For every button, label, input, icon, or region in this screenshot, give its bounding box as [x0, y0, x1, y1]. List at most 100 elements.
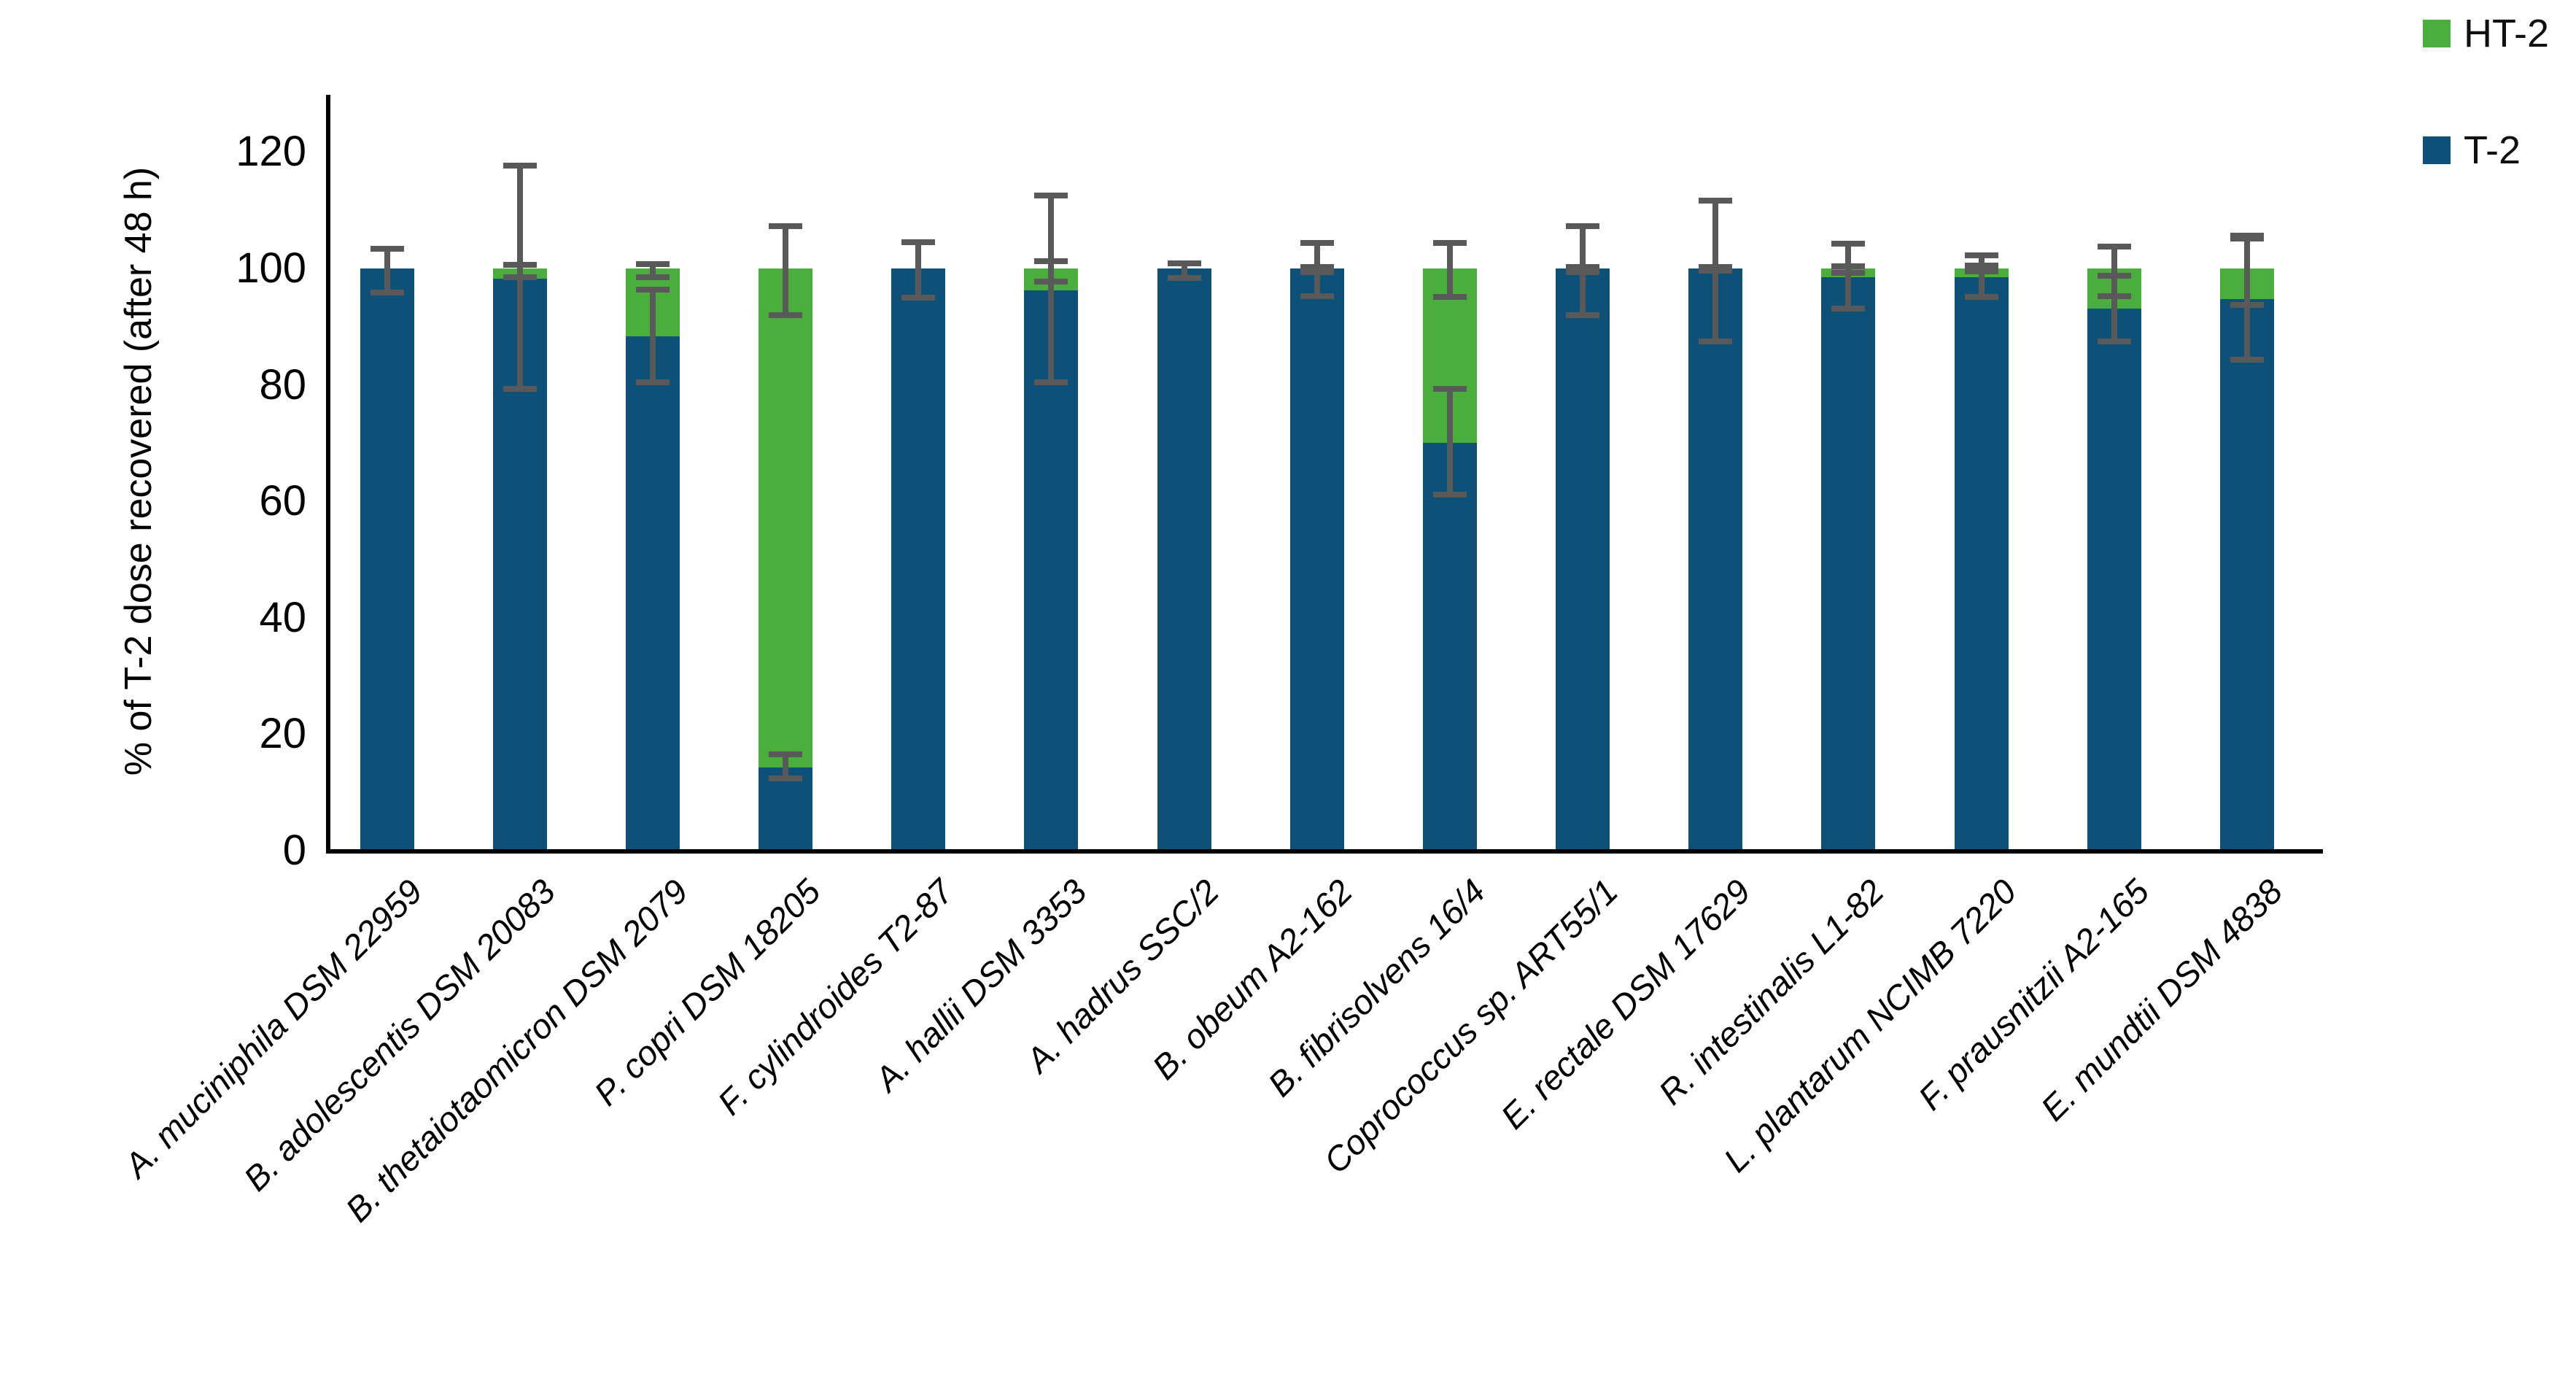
- legend-swatch-t2: [2423, 136, 2451, 164]
- error-bar-t2-cap: [769, 751, 802, 757]
- error-bar-t2-cap: [503, 386, 537, 392]
- error-bar-ht2-line: [2111, 247, 2117, 296]
- y-axis-line: [326, 95, 330, 854]
- legend-swatch-ht2: [2423, 20, 2451, 47]
- error-bar-ht2-cap: [503, 274, 537, 280]
- error-bar-t2-cap: [1699, 338, 1733, 344]
- error-bar-ht2-cap: [1432, 239, 1467, 246]
- error-bar-t2-line: [384, 248, 390, 293]
- bar-t2-segment: [1422, 443, 1477, 849]
- bar-t2-segment: [1954, 276, 2009, 849]
- y-axis-tick-label: 120: [236, 128, 306, 176]
- error-bar-ht2-cap: [1699, 263, 1733, 270]
- y-axis-tick-label: 20: [259, 710, 306, 758]
- error-bar-t2-cap: [1831, 241, 1866, 247]
- error-bar-t2-line: [783, 754, 788, 779]
- error-bar-t2-line: [1048, 196, 1055, 382]
- error-bar-ht2-line: [1048, 260, 1055, 282]
- bar-t2-segment: [891, 268, 946, 849]
- x-axis-category-label: P. copri DSM 18205: [586, 871, 829, 1113]
- error-bar-ht2-cap: [769, 312, 802, 318]
- x-axis-category-label: R. intestinalis L1-82: [1650, 871, 1891, 1113]
- y-axis-tick-label: 0: [282, 827, 306, 874]
- error-bar-t2-cap: [1699, 198, 1733, 204]
- x-axis-category-label: E. mundtii DSM 4838: [2033, 871, 2290, 1129]
- error-bar-t2-cap: [635, 286, 670, 293]
- error-bar-t2-cap: [1167, 260, 1201, 266]
- error-bar-t2-cap: [901, 239, 936, 246]
- y-axis-tick-label: 60: [259, 477, 306, 525]
- error-bar-ht2-cap: [1300, 268, 1334, 275]
- error-bar-ht2-cap: [635, 274, 670, 280]
- error-bar-t2-cap: [635, 379, 670, 385]
- error-bar-ht2-cap: [1566, 264, 1600, 271]
- error-bar-ht2-cap: [2230, 302, 2264, 309]
- bar-t2-segment: [1556, 268, 1610, 849]
- error-bar-ht2-cap: [1034, 278, 1068, 285]
- error-bar-ht2-line: [516, 265, 523, 277]
- error-bar-t2-line: [1446, 389, 1453, 495]
- error-bar-ht2-cap: [2230, 233, 2264, 239]
- error-bar-t2-cap: [1566, 312, 1600, 318]
- error-bar-ht2-cap: [1831, 263, 1866, 269]
- error-bar-t2-cap: [901, 294, 936, 301]
- error-bar-t2-cap: [370, 245, 404, 252]
- error-bar-ht2-cap: [1964, 263, 1998, 268]
- y-axis-tick-label: 100: [236, 244, 306, 292]
- legend-label-t2: T-2: [2464, 128, 2521, 172]
- error-bar-ht2-cap: [1566, 268, 1600, 275]
- x-axis-category-label: B. fibrisolvens 16/4: [1260, 871, 1493, 1104]
- bar-ht2-segment: [759, 268, 812, 767]
- legend-item-ht2: HT-2: [2423, 12, 2550, 55]
- error-bar-t2-cap: [370, 289, 404, 295]
- bar-t2-segment: [1821, 276, 1876, 849]
- error-bar-t2-cap: [769, 776, 802, 782]
- error-bar-ht2-cap: [2097, 244, 2131, 250]
- error-bar-t2-line: [915, 242, 922, 298]
- bar-t2-segment: [360, 268, 414, 849]
- error-bar-t2-cap: [1964, 252, 1998, 258]
- error-bar-ht2-line: [2243, 236, 2250, 306]
- error-bar-t2-cap: [1432, 492, 1467, 498]
- error-bar-t2-cap: [2097, 338, 2131, 344]
- error-bar-t2-line: [649, 289, 656, 382]
- error-bar-ht2-line: [1845, 266, 1852, 273]
- error-bar-ht2-line: [783, 225, 788, 315]
- error-bar-ht2-cap: [503, 262, 537, 268]
- error-bar-ht2-cap: [1432, 294, 1467, 301]
- error-bar-ht2-cap: [2097, 293, 2131, 299]
- legend-label-ht2: HT-2: [2464, 12, 2550, 55]
- bar-t2-segment: [2219, 299, 2274, 849]
- bar-t2-segment: [1688, 268, 1743, 849]
- error-bar-t2-cap: [1034, 193, 1068, 199]
- x-axis-category-label: F. cylindroides T2-87: [710, 871, 961, 1123]
- error-bar-t2-cap: [1566, 223, 1600, 229]
- error-bar-t2-cap: [1034, 379, 1068, 385]
- error-bar-t2-cap: [1167, 274, 1201, 281]
- error-bar-t2-line: [2111, 276, 2117, 341]
- bar-t2-segment: [1289, 268, 1344, 849]
- error-bar-ht2-line: [649, 263, 656, 277]
- error-bar-t2-line: [1181, 263, 1187, 278]
- x-axis-line: [326, 849, 2323, 854]
- error-bar-ht2-cap: [1699, 268, 1733, 274]
- y-axis-tick-label: 80: [259, 360, 306, 409]
- error-bar-ht2-cap: [635, 260, 670, 267]
- bar-t2-segment: [1157, 268, 1211, 849]
- legend-item-t2: T-2: [2423, 128, 2549, 172]
- y-axis-tick-label: 40: [259, 593, 306, 641]
- error-bar-t2-cap: [2230, 357, 2264, 363]
- error-bar-ht2-cap: [1300, 264, 1334, 271]
- error-bar-t2-cap: [1432, 386, 1467, 392]
- error-bar-ht2-cap: [1831, 269, 1866, 276]
- error-bar-ht2-line: [1446, 242, 1453, 298]
- error-bar-t2-cap: [1964, 294, 1998, 301]
- error-bar-t2-cap: [1831, 306, 1866, 312]
- error-bar-ht2-cap: [1964, 268, 1998, 274]
- error-bar-t2-line: [1845, 244, 1852, 309]
- error-bar-t2-cap: [1300, 239, 1334, 246]
- bar-t2-segment: [2087, 309, 2141, 849]
- x-axis-category-label: F. prausnitzii A2-165: [1911, 871, 2157, 1118]
- error-bar-t2-cap: [503, 162, 537, 169]
